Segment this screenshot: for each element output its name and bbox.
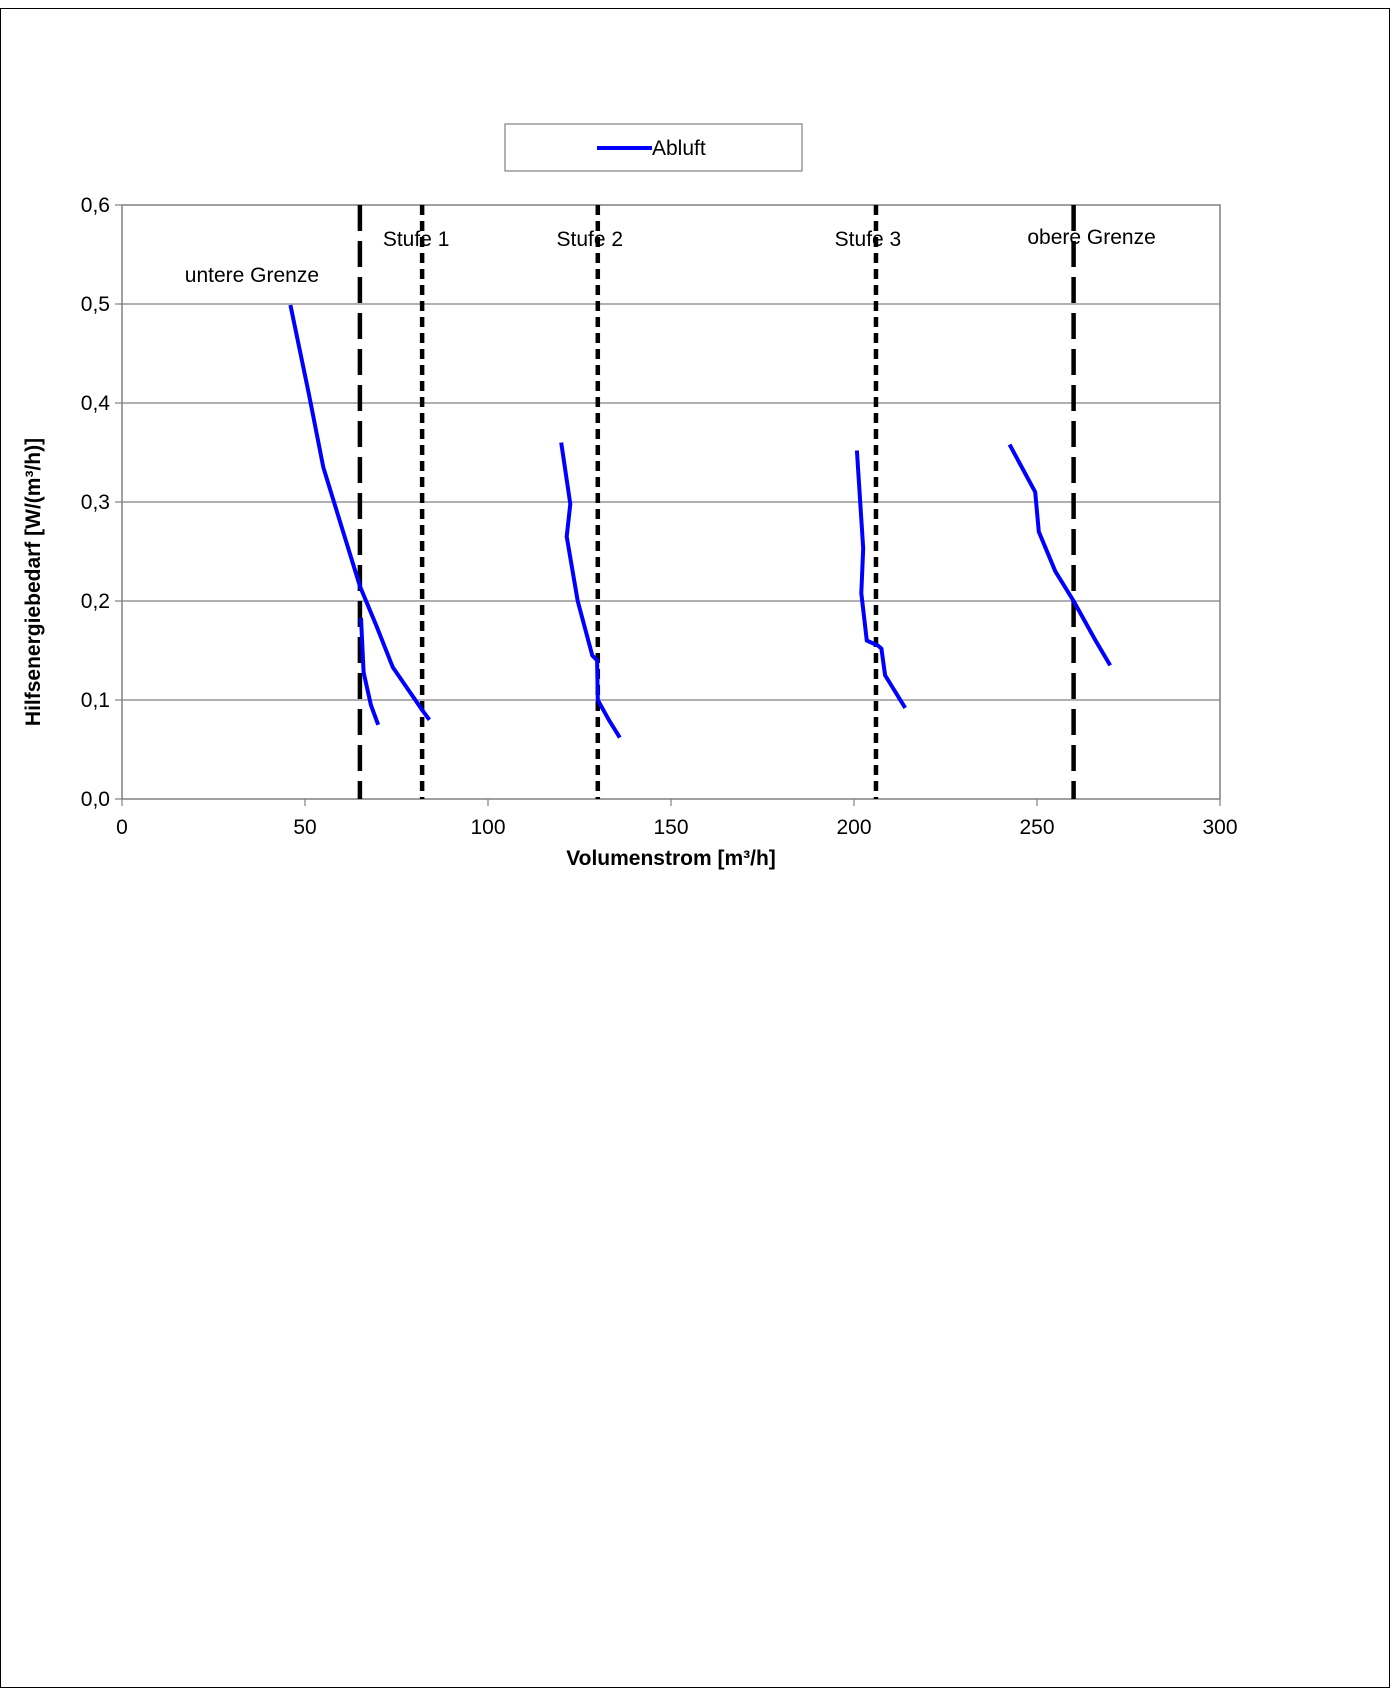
- y-tick-label: 0,2: [81, 590, 110, 613]
- reference-line-label: untere Grenze: [185, 264, 319, 287]
- y-tick-label: 0,1: [81, 689, 110, 712]
- legend: Abluft: [504, 123, 803, 172]
- series-line-abluft: [1007, 443, 1112, 667]
- x-tick-label: 250: [1019, 816, 1054, 839]
- y-axis-title: Hilfsenergiebedarf [W/(m³/h)]: [22, 438, 45, 726]
- reference-line-label: Stufe 3: [835, 228, 902, 251]
- y-tick-label: 0,5: [81, 293, 110, 316]
- x-axis-title: Volumenstrom [m³/h]: [566, 847, 776, 870]
- y-tick-label: 0,4: [81, 392, 111, 415]
- x-tick-label: 50: [293, 816, 316, 839]
- chart-frame: [0, 8, 1390, 1688]
- series-line-abluft: [288, 304, 432, 721]
- x-tick-label: 200: [836, 816, 871, 839]
- y-tick-label: 0,3: [81, 491, 110, 514]
- legend-box: [504, 123, 803, 172]
- y-tick-label: 0,0: [81, 788, 110, 811]
- reference-line-label: Stufe 1: [383, 228, 450, 251]
- x-tick-label: 0: [116, 816, 128, 839]
- series-line-abluft: [854, 450, 907, 709]
- reference-line-label: obere Grenze: [1027, 226, 1155, 249]
- legend-label-abluft: Abluft: [652, 137, 706, 160]
- x-tick-label: 300: [1202, 816, 1237, 839]
- y-tick-label: 0,6: [81, 194, 110, 217]
- reference-line-label: Stufe 2: [557, 228, 624, 251]
- x-tick-label: 150: [653, 816, 688, 839]
- x-tick-label: 100: [470, 816, 505, 839]
- series-line-abluft: [359, 617, 381, 726]
- series-line-abluft: [559, 442, 622, 739]
